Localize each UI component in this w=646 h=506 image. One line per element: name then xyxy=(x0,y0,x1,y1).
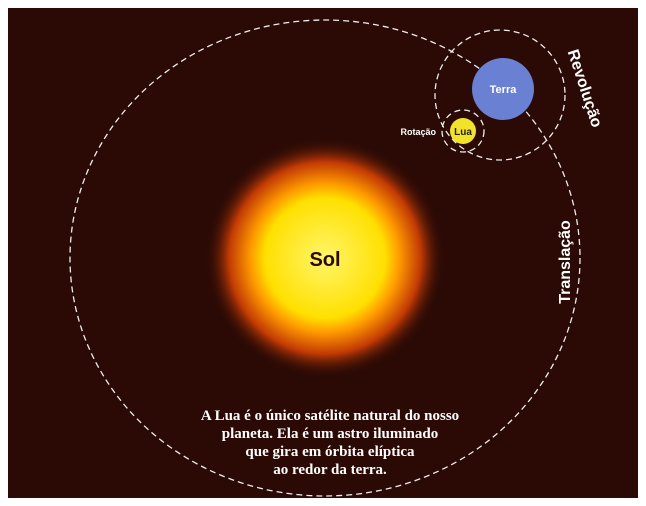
sun-label: Sol xyxy=(309,249,340,271)
caption-line: ao redor da terra. xyxy=(273,462,387,478)
translation-label: Translação xyxy=(557,220,574,304)
diagram: Sol Terra Lua Rotação Revolução Translaç… xyxy=(0,0,646,506)
rotation-label: Rotação xyxy=(400,127,436,137)
earth-label: Terra xyxy=(490,84,518,96)
caption-line: que gira em órbita elíptica xyxy=(245,444,415,460)
moon-label: Lua xyxy=(454,127,472,138)
caption-line: A Lua é o único satélite natural do noss… xyxy=(201,408,459,424)
caption-line: planeta. Ela é um astro iluminado xyxy=(222,426,438,442)
